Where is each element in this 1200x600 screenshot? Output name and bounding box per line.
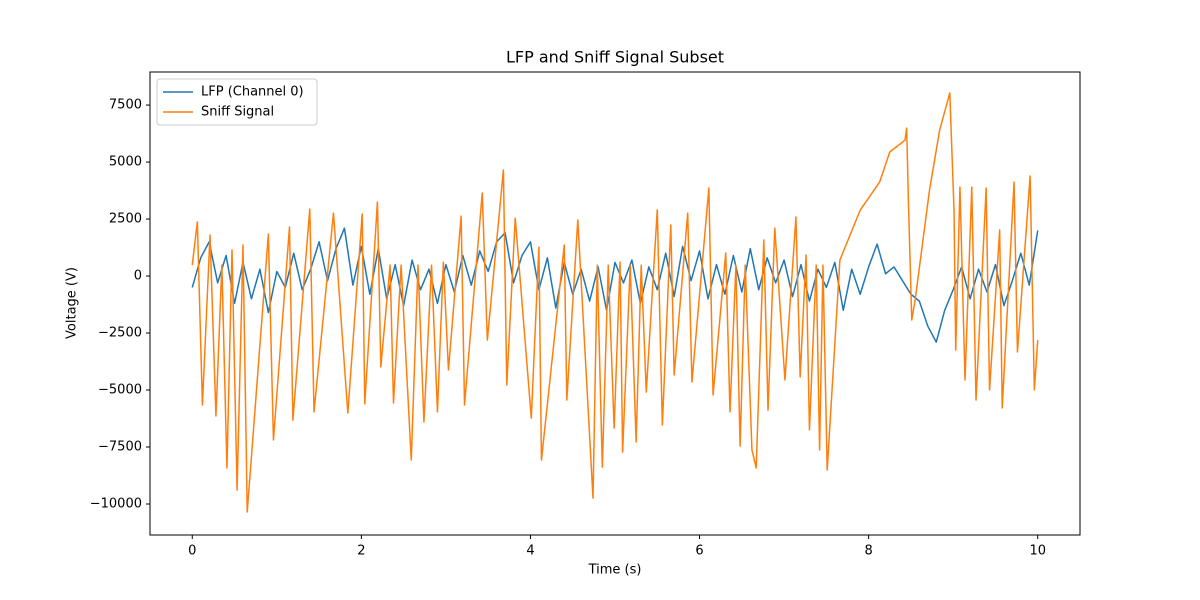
y-tick-label: 7500 <box>109 98 142 113</box>
y-tick-label: −2500 <box>98 326 142 341</box>
legend: LFP (Channel 0) Sniff Signal <box>156 78 318 126</box>
x-tick-label: 2 <box>357 544 365 559</box>
y-tick-label: −7500 <box>98 440 142 455</box>
y-tick-label: 2500 <box>109 212 142 227</box>
x-tick-label: 8 <box>864 544 872 559</box>
x-tick-label: 0 <box>188 544 196 559</box>
y-tick-label: 0 <box>134 269 142 284</box>
plot-area <box>191 92 1039 513</box>
y-axis-label: Voltage (V) <box>65 267 80 339</box>
legend-box <box>156 78 318 126</box>
legend-label: LFP (Channel 0) <box>201 85 304 100</box>
x-tick-label: 4 <box>526 544 534 559</box>
y-tick-label: 5000 <box>109 155 142 170</box>
line-series <box>191 92 1039 513</box>
x-axis-label: Time (s) <box>588 563 642 578</box>
legend-label: Sniff Signal <box>201 105 274 120</box>
line-series <box>191 227 1039 343</box>
y-tick-label: −10000 <box>90 496 142 511</box>
x-tick-label: 6 <box>695 544 703 559</box>
axes-frame <box>149 71 1081 536</box>
y-tick-label: −5000 <box>98 383 142 398</box>
x-tick-label: 10 <box>1029 544 1046 559</box>
chart-title: LFP and Sniff Signal Subset <box>506 48 724 67</box>
